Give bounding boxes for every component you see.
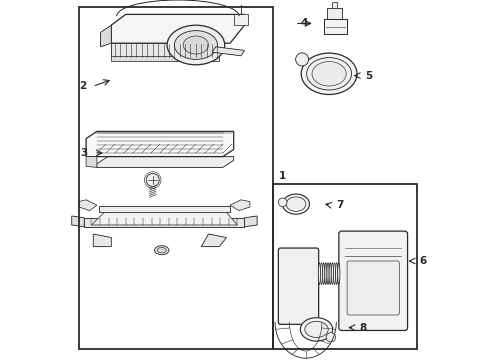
Polygon shape	[230, 200, 249, 211]
Ellipse shape	[154, 246, 168, 255]
Ellipse shape	[328, 263, 330, 284]
Ellipse shape	[326, 263, 328, 284]
Text: 8: 8	[359, 323, 366, 333]
Ellipse shape	[304, 321, 327, 338]
Ellipse shape	[335, 263, 337, 284]
Circle shape	[146, 174, 159, 186]
FancyBboxPatch shape	[338, 231, 407, 330]
Polygon shape	[84, 218, 244, 227]
Polygon shape	[101, 25, 111, 47]
Text: 5: 5	[365, 71, 371, 81]
Bar	[111, 56, 219, 61]
Polygon shape	[79, 200, 97, 211]
Polygon shape	[86, 131, 233, 157]
Polygon shape	[72, 216, 84, 227]
Polygon shape	[86, 157, 97, 167]
Ellipse shape	[174, 31, 217, 59]
Polygon shape	[93, 234, 111, 247]
Bar	[323, 19, 346, 34]
Polygon shape	[99, 206, 230, 212]
Circle shape	[278, 198, 286, 207]
Ellipse shape	[183, 36, 208, 54]
FancyBboxPatch shape	[346, 261, 399, 315]
Bar	[111, 43, 219, 58]
Polygon shape	[201, 234, 226, 247]
Ellipse shape	[330, 263, 333, 284]
Ellipse shape	[306, 58, 351, 90]
Polygon shape	[97, 157, 233, 167]
Text: 4: 4	[300, 18, 307, 28]
Polygon shape	[111, 14, 244, 43]
Ellipse shape	[318, 263, 320, 284]
Circle shape	[295, 53, 308, 66]
Text: 3: 3	[81, 148, 88, 158]
Polygon shape	[244, 216, 257, 227]
Ellipse shape	[157, 248, 166, 253]
Ellipse shape	[300, 318, 332, 341]
Ellipse shape	[167, 25, 224, 65]
Bar	[233, 14, 247, 25]
Polygon shape	[212, 47, 244, 56]
Ellipse shape	[285, 197, 305, 211]
Polygon shape	[91, 212, 237, 225]
Text: 7: 7	[336, 200, 343, 210]
Ellipse shape	[324, 263, 326, 284]
Ellipse shape	[320, 263, 322, 284]
Bar	[273, 184, 416, 349]
Bar	[79, 7, 273, 349]
Ellipse shape	[301, 53, 356, 94]
Ellipse shape	[322, 263, 324, 284]
Ellipse shape	[337, 263, 339, 284]
Ellipse shape	[311, 62, 346, 86]
Bar	[326, 8, 341, 19]
Text: 1: 1	[278, 171, 285, 181]
FancyBboxPatch shape	[278, 248, 318, 324]
Text: 2: 2	[79, 81, 86, 91]
Text: 6: 6	[418, 256, 426, 266]
Circle shape	[325, 333, 335, 342]
Ellipse shape	[333, 263, 335, 284]
Bar	[331, 2, 337, 8]
Ellipse shape	[282, 194, 309, 214]
